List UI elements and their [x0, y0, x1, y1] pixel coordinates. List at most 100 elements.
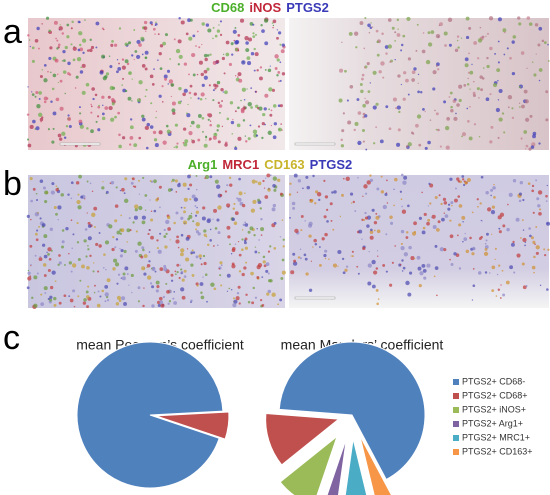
texture	[350, 255, 352, 257]
texture	[124, 42, 129, 46]
texture	[140, 255, 144, 259]
texture	[102, 104, 104, 107]
texture	[87, 224, 92, 228]
texture	[219, 20, 223, 23]
texture	[439, 145, 442, 148]
texture	[407, 292, 412, 297]
texture	[38, 91, 42, 95]
texture	[258, 239, 260, 241]
texture	[279, 298, 283, 302]
texture	[357, 272, 360, 275]
texture	[170, 83, 175, 87]
texture	[30, 265, 32, 267]
texture	[29, 124, 34, 129]
texture	[502, 293, 506, 297]
texture	[85, 255, 88, 258]
texture	[339, 68, 344, 73]
texture	[78, 174, 82, 179]
texture	[122, 88, 127, 93]
scale-bar	[294, 296, 336, 300]
texture	[547, 60, 550, 62]
texture	[59, 137, 63, 141]
texture	[253, 233, 256, 237]
texture	[217, 101, 221, 105]
texture	[231, 133, 234, 135]
texture	[512, 35, 517, 39]
texture	[277, 104, 281, 108]
texture	[272, 183, 276, 188]
texture	[89, 254, 92, 258]
texture	[375, 126, 378, 129]
texture	[376, 250, 379, 252]
texture	[230, 253, 233, 255]
micrograph	[289, 18, 549, 150]
texture	[482, 67, 485, 69]
texture	[362, 103, 367, 108]
texture	[30, 263, 32, 266]
texture	[281, 270, 286, 275]
texture	[67, 61, 71, 66]
pie-slice	[265, 413, 340, 466]
texture	[195, 45, 197, 47]
texture	[228, 176, 232, 180]
texture	[330, 219, 333, 222]
texture	[196, 124, 201, 129]
texture	[418, 143, 422, 147]
texture	[137, 300, 140, 303]
texture	[367, 23, 371, 28]
texture	[541, 39, 545, 43]
legend-swatch	[453, 435, 459, 441]
texture	[364, 97, 366, 100]
texture	[155, 116, 157, 119]
texture	[341, 41, 343, 43]
texture	[421, 49, 426, 54]
texture	[497, 99, 500, 101]
texture	[206, 218, 211, 224]
texture	[138, 80, 143, 85]
texture	[149, 180, 152, 182]
texture	[477, 57, 480, 60]
texture	[270, 109, 273, 112]
texture	[265, 262, 270, 267]
texture	[373, 142, 376, 145]
texture	[142, 304, 145, 308]
texture	[381, 32, 384, 35]
texture	[254, 296, 258, 299]
texture	[468, 52, 470, 55]
texture	[485, 239, 488, 242]
texture	[368, 32, 371, 34]
texture	[165, 232, 168, 236]
texture	[152, 27, 156, 31]
texture	[43, 78, 48, 83]
texture	[195, 188, 198, 191]
texture	[264, 93, 269, 98]
texture	[52, 127, 55, 130]
texture	[450, 263, 454, 266]
texture	[216, 29, 221, 33]
texture	[531, 265, 536, 270]
stain-name: iNOS	[249, 0, 281, 15]
texture	[240, 107, 245, 112]
texture	[83, 239, 87, 243]
texture	[535, 245, 540, 250]
texture	[101, 116, 106, 121]
texture	[393, 188, 395, 190]
texture	[201, 83, 205, 87]
texture	[472, 91, 476, 95]
texture	[59, 79, 63, 83]
texture	[270, 124, 273, 127]
texture	[444, 125, 450, 131]
texture	[511, 107, 514, 110]
texture	[233, 39, 236, 42]
texture	[382, 263, 386, 267]
texture	[537, 190, 543, 195]
texture	[498, 230, 502, 234]
texture	[471, 299, 474, 301]
texture	[238, 191, 243, 196]
texture	[418, 216, 422, 220]
legend-swatch	[453, 379, 459, 385]
texture	[544, 254, 547, 257]
texture	[456, 35, 460, 38]
texture	[417, 90, 420, 94]
texture	[476, 198, 479, 201]
